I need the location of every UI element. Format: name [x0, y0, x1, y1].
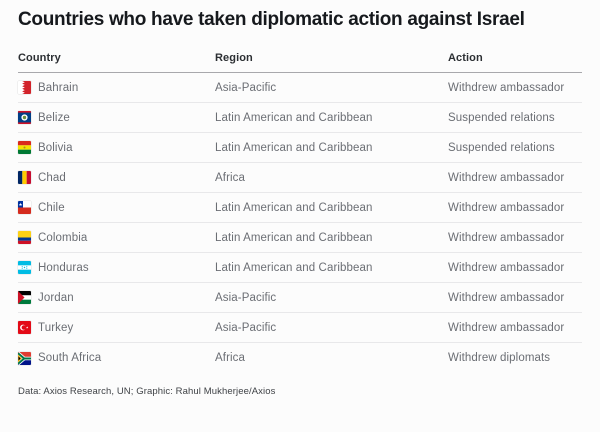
region-cell: Africa: [215, 171, 245, 184]
table-row: Turkey Asia-Pacific Withdrew ambassador: [18, 313, 582, 343]
table-row: Bahrain Asia-Pacific Withdrew ambassador: [18, 73, 582, 103]
action-cell: Withdrew ambassador: [448, 231, 565, 244]
region-cell: Latin American and Caribbean: [215, 201, 373, 214]
table-body: Bahrain Asia-Pacific Withdrew ambassador Be…: [18, 73, 582, 373]
table-row: South Africa Africa Withdrew diplomats: [18, 343, 582, 373]
region-cell: Asia-Pacific: [215, 81, 277, 94]
action-cell: Withdrew ambassador: [448, 291, 565, 304]
action-cell: Withdrew ambassador: [448, 81, 565, 94]
country-cell: Bahrain: [18, 81, 215, 94]
action-cell: Withdrew ambassador: [448, 171, 565, 184]
country-cell: Bolivia: [18, 141, 215, 154]
action-cell: Withdrew ambassador: [448, 261, 565, 274]
country-cell: Belize: [18, 111, 215, 124]
action-cell: Suspended relations: [448, 111, 555, 124]
region-cell: Latin American and Caribbean: [215, 111, 373, 124]
country-cell: Turkey: [18, 321, 215, 334]
colombia-flag-icon: [18, 231, 31, 244]
action-cell: Withdrew ambassador: [448, 201, 565, 214]
region-cell: Latin American and Caribbean: [215, 141, 373, 154]
column-header-region: Region: [215, 52, 253, 64]
table-header-row: Country Region Action: [18, 46, 582, 73]
page-title: Countries who have taken diplomatic acti…: [18, 9, 525, 30]
country-cell: Colombia: [18, 231, 215, 244]
action-cell: Suspended relations: [448, 141, 555, 154]
column-header-country: Country: [18, 52, 61, 64]
country-cell: Honduras: [18, 261, 215, 274]
country-name: Bolivia: [38, 141, 73, 154]
honduras-flag-icon: [18, 261, 31, 274]
country-cell: Chile: [18, 201, 215, 214]
table-row: Jordan Asia-Pacific Withdrew ambassador: [18, 283, 582, 313]
country-name: Bahrain: [38, 81, 79, 94]
chad-flag-icon: [18, 171, 31, 184]
country-cell: Jordan: [18, 291, 215, 304]
belize-flag-icon: [18, 111, 31, 124]
table-row: Chile Latin American and Caribbean Withdre…: [18, 193, 582, 223]
bahrain-flag-icon: [18, 81, 31, 94]
table-row: Honduras Latin American and Caribbean With…: [18, 253, 582, 283]
action-cell: Withdrew diplomats: [448, 352, 551, 364]
chile-flag-icon: [18, 201, 31, 214]
table-row: Colombia Latin American and Caribbean With…: [18, 223, 582, 253]
diplomatic-action-table-card: Countries who have taken diplomatic acti…: [0, 8, 600, 432]
country-cell: Chad: [18, 171, 215, 184]
region-cell: Africa: [215, 352, 245, 364]
bolivia-flag-icon: [18, 141, 31, 154]
country-cell: South Africa: [18, 351, 215, 365]
turkey-flag-icon: [18, 321, 31, 334]
table-row: Chad Africa Withdrew ambassador: [18, 163, 582, 193]
jordan-flag-icon: [18, 291, 31, 304]
country-name: Honduras: [38, 261, 89, 274]
table-row: Bolivia Latin American and Caribbean Suspe…: [18, 133, 582, 163]
table-row: Belize Latin American and Caribbean Suspen…: [18, 103, 582, 133]
south-africa-flag-icon: [18, 351, 31, 365]
action-cell: Withdrew ambassador: [448, 321, 565, 334]
country-name: Turkey: [38, 321, 74, 334]
countries-table: Country Region Action Bahrain Asia-Pacifi…: [18, 46, 582, 373]
region-cell: Latin American and Caribbean: [215, 231, 373, 244]
column-header-action: Action: [448, 52, 483, 64]
source-credit: Data: Axios Research, UN; Graphic: Rahul…: [18, 386, 276, 397]
country-name: Jordan: [38, 291, 74, 304]
country-name: Chad: [38, 171, 66, 184]
region-cell: Asia-Pacific: [215, 321, 277, 334]
country-name: Belize: [38, 111, 70, 124]
country-name: Colombia: [38, 231, 88, 244]
country-name: Chile: [38, 201, 65, 214]
country-name: South Africa: [38, 352, 102, 364]
region-cell: Latin American and Caribbean: [215, 261, 373, 274]
region-cell: Asia-Pacific: [215, 291, 277, 304]
